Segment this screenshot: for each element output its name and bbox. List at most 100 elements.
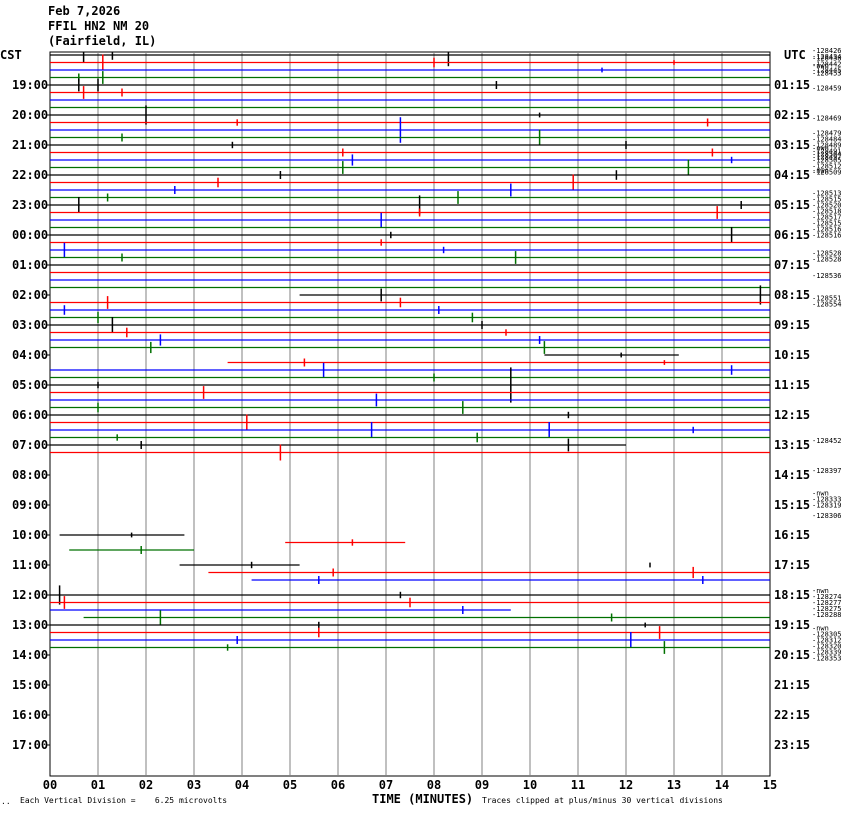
cst-hour-label: 02:00 — [12, 288, 48, 302]
x-axis-title: TIME (MINUTES) — [372, 792, 474, 806]
trace-row-24 — [50, 227, 770, 243]
cst-hour-label: 22:00 — [12, 168, 48, 182]
right-annotation: -128489 — [812, 142, 842, 150]
trace-row-64 — [59, 532, 185, 538]
trace-row-3 — [50, 71, 770, 84]
trace-row-66 — [69, 546, 194, 554]
right-annotation: -128434 — [812, 53, 842, 61]
trace-row-25 — [50, 239, 770, 246]
right-annotation: -128442 — [812, 61, 842, 69]
right-annotation: -128452 — [812, 437, 842, 445]
cst-hour-label: 17:00 — [12, 738, 48, 752]
utc-hour-label: 10:15 — [774, 348, 810, 362]
cst-hour-label: 07:00 — [12, 438, 48, 452]
trace-row-78 — [50, 632, 770, 648]
left-zone-label: CST — [0, 48, 22, 62]
utc-hour-label: 11:15 — [774, 378, 810, 392]
right-annotation: -128528 — [812, 250, 842, 258]
trace-row-68 — [179, 561, 651, 569]
trace-row-12 — [50, 141, 770, 149]
right-annotation: -128469 — [812, 115, 842, 123]
cst-hour-label: 01:00 — [12, 258, 48, 272]
trace-row-72 — [50, 585, 770, 605]
division-note: Each Vertical Division = 6.25 microvolts — [20, 796, 228, 805]
utc-hour-label: 07:15 — [774, 258, 810, 272]
trace-row-65 — [285, 539, 406, 546]
utc-hour-label: 06:15 — [774, 228, 810, 242]
right-annotation: -128509 — [812, 169, 842, 177]
x-tick-label: 13 — [667, 778, 681, 792]
right-annotation: -128319 — [812, 502, 842, 510]
right-annotation: -nwn — [812, 625, 829, 633]
right-annotation: -128551 — [812, 295, 842, 303]
utc-hour-label: 05:15 — [774, 198, 810, 212]
right-annotation: -128397 — [812, 467, 842, 475]
right-annotation: -128528 — [812, 256, 842, 264]
clip-note: Traces clipped at plus/minus 30 vertical… — [482, 796, 723, 805]
trace-row-48 — [50, 411, 770, 419]
right-zone-label: UTC — [784, 48, 806, 62]
right-annotation: -128491 — [812, 148, 842, 156]
right-annotation: -128479 — [812, 130, 842, 138]
trace-row-10 — [50, 117, 770, 143]
utc-hour-label: 12:15 — [774, 408, 810, 422]
trace-row-8 — [50, 105, 770, 125]
utc-hour-label: 02:15 — [774, 108, 810, 122]
cst-hour-label: 04:00 — [12, 348, 48, 362]
right-annotation: -128512 — [812, 163, 842, 171]
x-tick-label: 04 — [235, 778, 249, 792]
right-annotation: -128438 — [812, 55, 842, 63]
header-date: Feb 7,2026 — [48, 4, 121, 18]
trace-row-22 — [50, 212, 770, 228]
utc-hour-label: 19:15 — [774, 618, 810, 632]
right-annotation: -128274 — [812, 593, 842, 601]
utc-hour-label: 22:15 — [774, 708, 810, 722]
utc-hour-label: 18:15 — [774, 588, 810, 602]
trace-row-15 — [50, 159, 770, 176]
right-annotation: -128320 — [812, 643, 842, 651]
right-annotation: -128453 — [812, 70, 842, 78]
right-annotation: -128515 — [812, 220, 842, 228]
trace-row-20 — [50, 195, 770, 215]
right-annotation: -128515 — [812, 196, 842, 204]
trace-row-50 — [50, 422, 770, 438]
right-annotation: -128517 — [812, 214, 842, 222]
trace-row-19 — [50, 191, 770, 204]
right-annotation: -128516 — [812, 226, 842, 234]
cst-hour-label: 12:00 — [12, 588, 48, 602]
cst-hour-label: 16:00 — [12, 708, 48, 722]
right-annotation: -128513 — [812, 190, 842, 198]
right-annotation: -128312 — [812, 637, 842, 645]
x-tick-label: 03 — [187, 778, 201, 792]
cst-hour-label: 11:00 — [12, 558, 48, 572]
trace-row-2 — [50, 67, 770, 73]
trace-row-14 — [50, 154, 770, 166]
cst-hour-label: 23:00 — [12, 198, 48, 212]
cst-hour-label: 06:00 — [12, 408, 48, 422]
cst-hour-label: 19:00 — [12, 78, 48, 92]
trace-row-42 — [50, 362, 770, 378]
right-annotation: -128536 — [812, 272, 842, 280]
utc-hour-label: 20:15 — [774, 648, 810, 662]
trace-row-17 — [50, 174, 770, 191]
right-annotation: -nwn — [812, 145, 829, 153]
cst-hour-label: 05:00 — [12, 378, 48, 392]
x-tick-label: 08 — [427, 778, 441, 792]
right-annotation: -128520 — [812, 202, 842, 210]
right-annotation: -nwn — [812, 62, 829, 70]
cst-hour-label: 00:00 — [12, 228, 48, 242]
cst-hour-label: 09:00 — [12, 498, 48, 512]
trace-row-36 — [50, 317, 770, 333]
trace-row-4 — [50, 78, 770, 92]
right-annotation: -128306 — [812, 512, 842, 520]
trace-row-47 — [50, 401, 770, 414]
utc-hour-label: 03:15 — [774, 138, 810, 152]
x-tick-label: 10 — [523, 778, 537, 792]
corner-mark: .. — [1, 797, 11, 806]
utc-hour-label: 15:15 — [774, 498, 810, 512]
right-annotation: -128275 — [812, 605, 842, 613]
x-tick-label: 11 — [571, 778, 585, 792]
right-annotation: -128518 — [812, 208, 842, 216]
trace-row-34 — [50, 305, 770, 315]
